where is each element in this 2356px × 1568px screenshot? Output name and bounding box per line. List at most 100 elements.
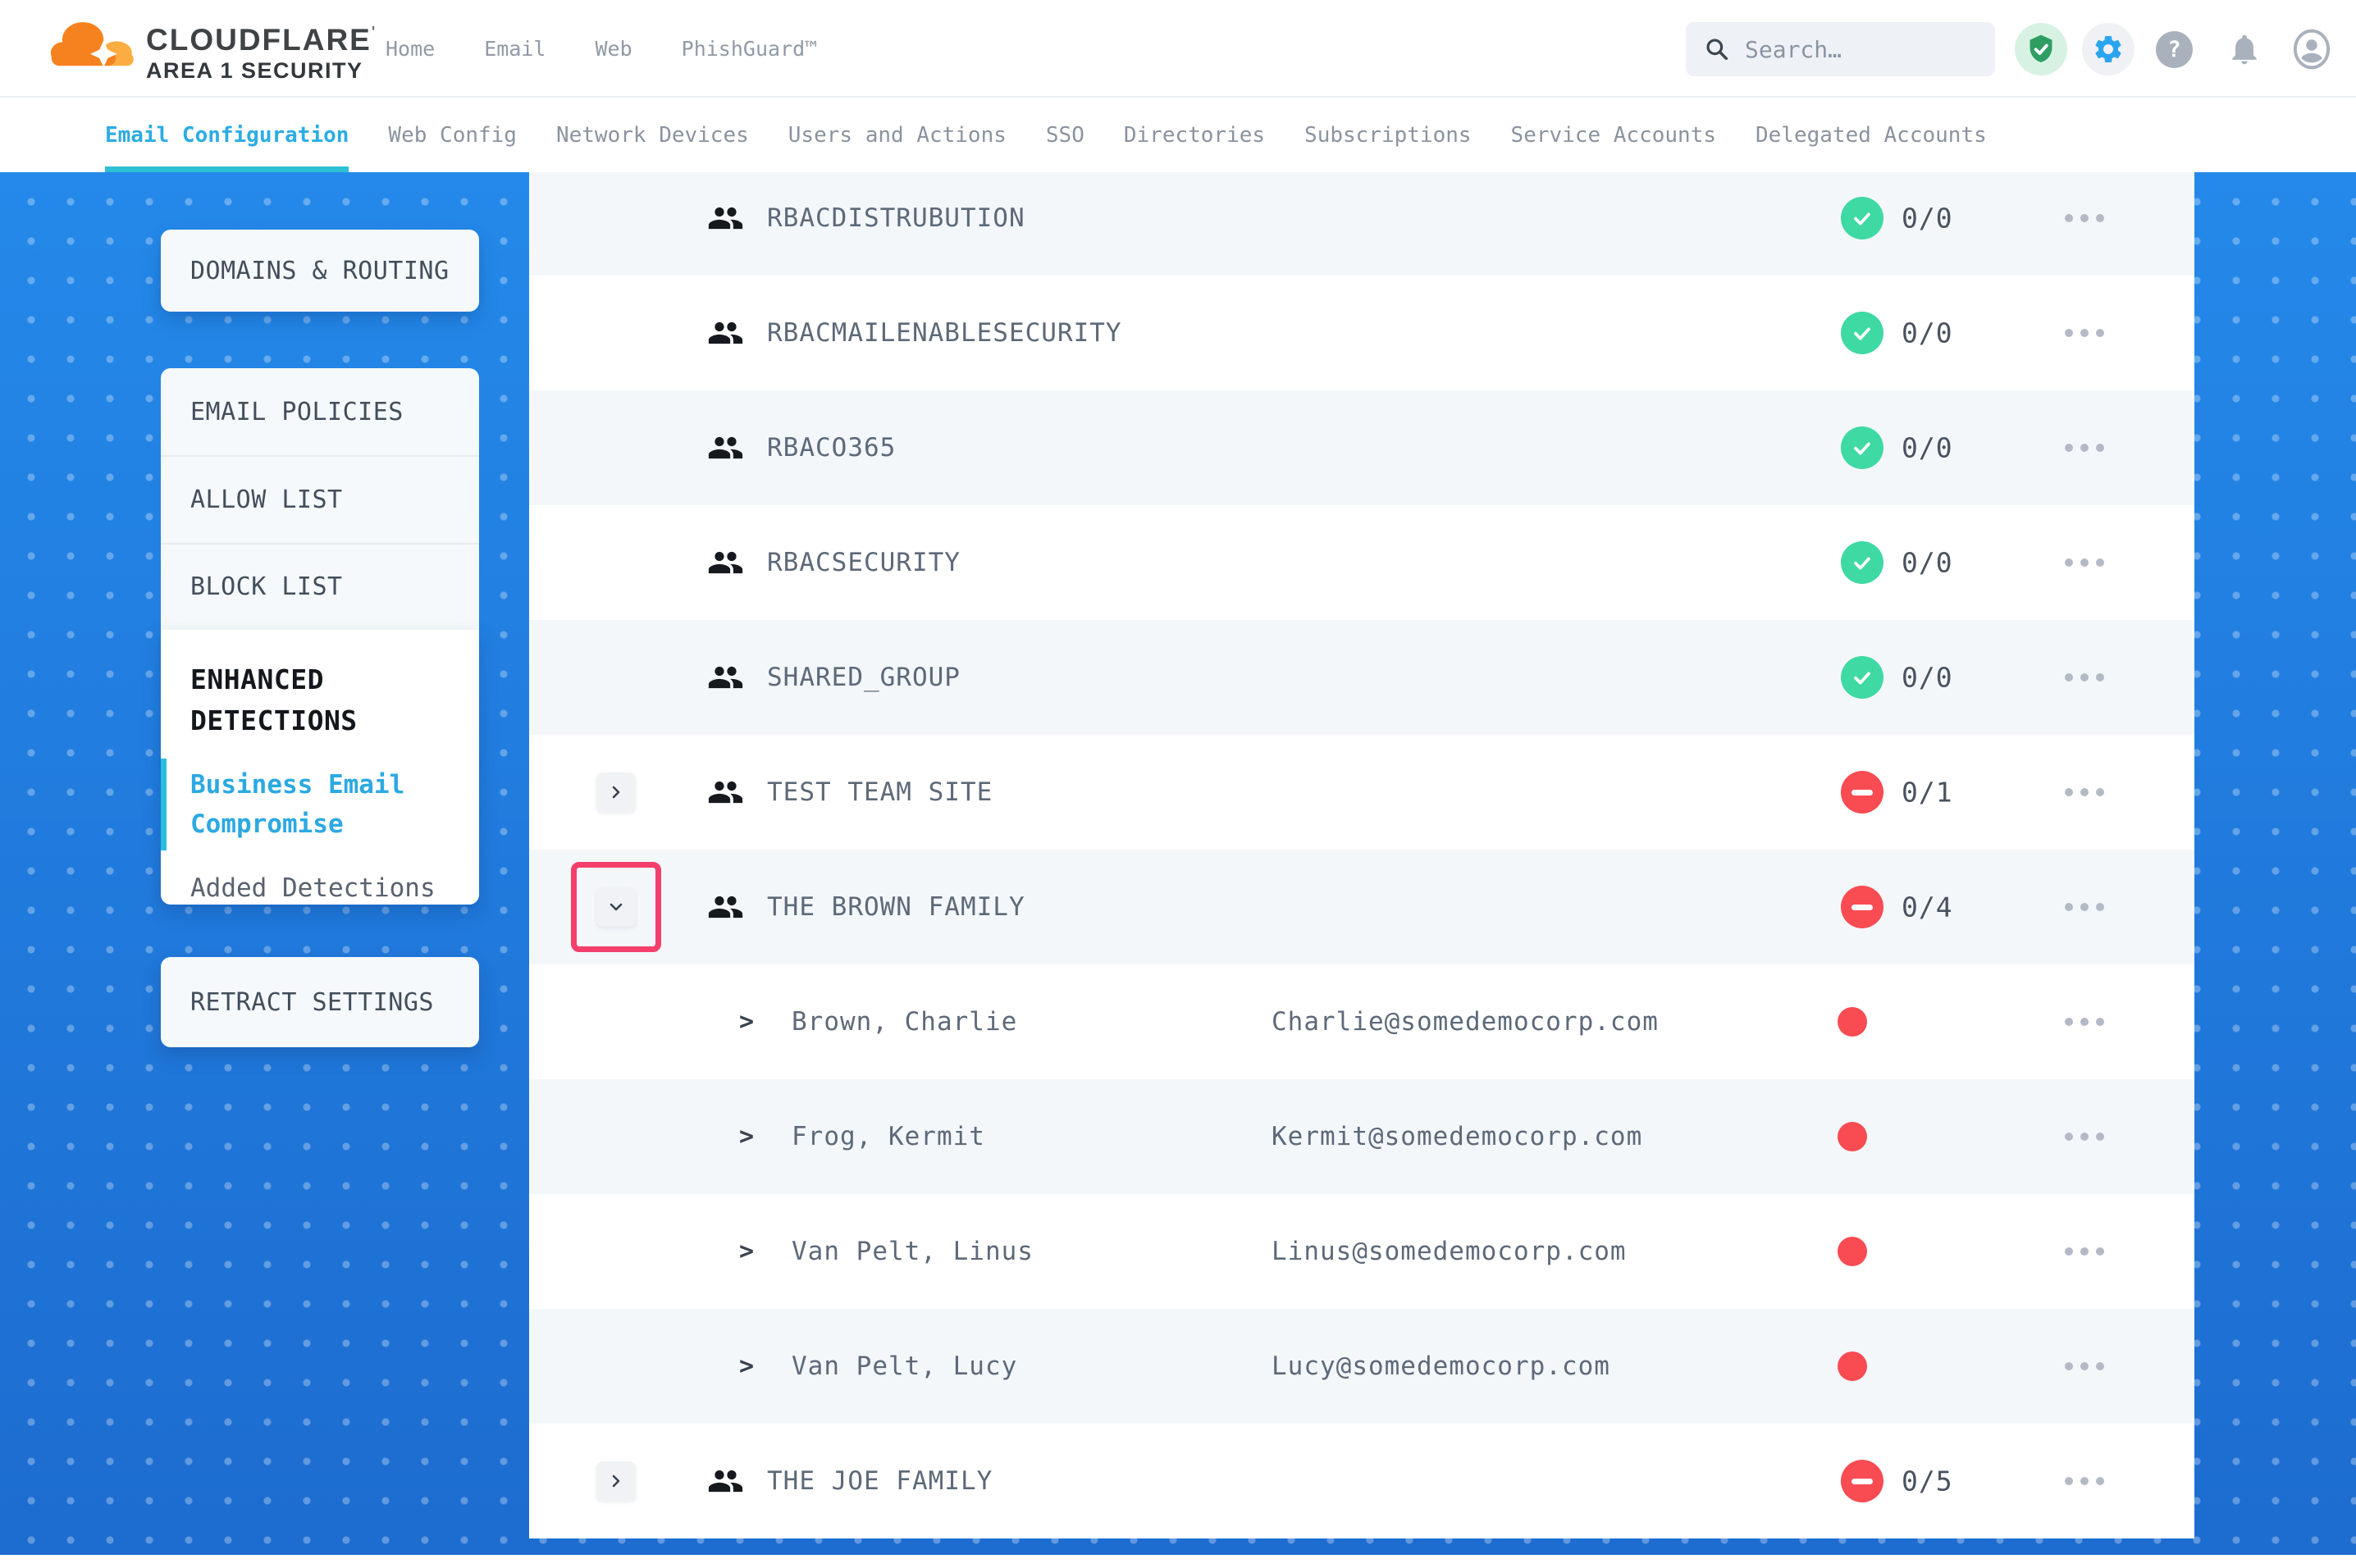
row-actions-menu[interactable] [2065,444,2104,452]
expand-toggle-button[interactable] [596,773,636,812]
table-row[interactable]: > Van Pelt, Linus Linus@somedemocorp.com [529,1194,2194,1309]
logo-trademark: ' [371,24,377,40]
row-name[interactable]: THE BROWN FAMILY [767,892,1025,922]
groups-table-rows: RBACDISTRUBUTION 0/0 RBACMAILENABLESECUR… [529,172,2194,1538]
top-nav-item[interactable]: Email [484,37,546,61]
sidebar-item-domains-routing[interactable]: DOMAINS & ROUTING [190,256,450,285]
help-icon[interactable]: ? [2156,31,2193,68]
notifications-bell-icon[interactable] [2220,25,2269,74]
table-row[interactable]: SHARED_GROUP 0/0 [529,620,2194,735]
status-badge [1841,656,1883,699]
row-name[interactable]: Frog, Kermit [792,1122,985,1151]
group-icon [708,1470,743,1493]
tab-users-and-actions[interactable]: Users and Actions [788,122,1007,148]
group-icon [708,896,743,918]
enhanced-detections-links: Business Email Compromise Added Detection… [161,758,450,908]
top-nav-item[interactable]: Web [595,37,632,61]
row-name[interactable]: RBACO365 [767,433,897,463]
row-actions-menu[interactable] [2065,788,2104,796]
table-row[interactable]: RBACO365 0/0 [529,390,2194,505]
tab-directories[interactable]: Directories [1123,122,1266,148]
status-dot [1838,1007,1867,1037]
check-icon [1854,327,1870,340]
sidebar-card-policies: EMAIL POLICIES ALLOW LIST BLOCK LIST [161,368,479,630]
row-actions-menu[interactable] [2065,1477,2104,1485]
status-count: 0/4 [1902,891,1953,923]
table-row[interactable]: > Frog, Kermit Kermit@somedemocorp.com [529,1079,2194,1194]
table-row[interactable]: RBACMAILENABLESECURITY 0/0 [529,276,2194,390]
table-row[interactable]: THE BROWN FAMILY 0/4 [529,850,2194,964]
status-badge [1841,886,1883,928]
expand-toggle-button[interactable] [596,1461,636,1501]
row-actions-menu[interactable] [2065,558,2104,567]
table-row[interactable]: THE JOE FAMILY 0/5 [529,1424,2194,1538]
row-actions-menu[interactable] [2065,1018,2104,1026]
sidebar-link-business-email-compromise[interactable]: Business Email Compromise [161,758,436,851]
sidebar-card-domains-routing[interactable]: DOMAINS & ROUTING [161,230,479,312]
row-name[interactable]: Brown, Charlie [792,1007,1018,1037]
check-icon [1854,442,1870,455]
row-name[interactable]: Van Pelt, Lucy [792,1351,1018,1381]
row-actions-menu[interactable] [2065,1133,2104,1141]
row-actions-menu[interactable] [2065,329,2104,337]
member-chevron-icon[interactable]: > [739,1351,755,1381]
status-dot [1838,1122,1867,1151]
row-name[interactable]: RBACSECURITY [767,548,961,577]
row-name[interactable]: RBACMAILENABLESECURITY [767,318,1122,348]
search-input[interactable] [1745,35,1977,63]
tab-delegated-accounts[interactable]: Delegated Accounts [1756,122,1987,148]
table-row[interactable]: > Brown, Charlie Charlie@somedemocorp.co… [529,964,2194,1079]
member-chevron-icon[interactable]: > [739,1237,755,1266]
row-actions-menu[interactable] [2065,903,2104,911]
sidebar-item-allow-list[interactable]: ALLOW LIST [161,455,479,542]
table-row[interactable]: > Van Pelt, Lucy Lucy@somedemocorp.com [529,1309,2194,1424]
status-dot [1838,1351,1867,1381]
row-name[interactable]: SHARED_GROUP [767,663,961,692]
minus-icon [1851,789,1873,795]
row-name[interactable]: Van Pelt, Linus [792,1237,1034,1266]
group-icon [708,321,743,344]
table-row[interactable]: RBACSECURITY 0/0 [529,505,2194,620]
row-actions-menu[interactable] [2065,214,2104,222]
expand-toggle-button[interactable] [596,887,636,927]
row-name[interactable]: RBACDISTRUBUTION [767,203,1025,233]
row-name[interactable]: THE JOE FAMILY [767,1466,993,1496]
table-row[interactable]: RBACDISTRUBUTION 0/0 [529,172,2194,276]
config-tab-bar: Email Configuration Web Config Network Dev… [0,98,2356,172]
sidebar-link-added-detections[interactable]: Added Detections [190,873,436,904]
user-account-icon[interactable] [2287,25,2336,74]
tab-subscriptions[interactable]: Subscriptions [1304,122,1472,148]
settings-gear-icon[interactable] [2082,23,2135,75]
status-count: 0/1 [1902,776,1953,809]
enhanced-detections-title: ENHANCED DETECTIONS [190,663,358,736]
sidebar-item-email-policies[interactable]: EMAIL POLICIES [190,397,404,426]
tab-service-accounts[interactable]: Service Accounts [1510,122,1716,148]
sidebar-item-block-list[interactable]: BLOCK LIST [161,542,479,630]
tab-web-config[interactable]: Web Config [388,122,517,148]
search-box[interactable] [1686,22,1995,76]
status-count: 0/0 [1902,546,1953,579]
chevron-icon [610,903,623,911]
chevron-icon [612,1475,620,1488]
expand-toggle-highlight-box [571,862,661,952]
cloudflare-logo[interactable]: CLOUDFLARE' AREA 1 SECURITY [49,10,377,84]
row-actions-menu[interactable] [2065,1247,2104,1256]
row-name[interactable]: TEST TEAM SITE [767,777,993,807]
member-chevron-icon[interactable]: > [739,1122,755,1151]
sidebar-item-retract-settings[interactable]: RETRACT SETTINGS [190,987,434,1017]
check-icon [1854,212,1870,226]
status-count: 0/5 [1902,1465,1953,1497]
security-shield-icon[interactable] [2015,23,2067,75]
tab-sso[interactable]: SSO [1045,122,1084,148]
tab-email-configuration[interactable]: Email Configuration [105,98,349,172]
group-icon [708,551,743,574]
sidebar-card-retract-settings[interactable]: RETRACT SETTINGS [161,957,479,1047]
table-row[interactable]: TEST TEAM SITE 0/1 [529,735,2194,850]
top-nav-item[interactable]: PhishGuard™ [681,37,818,61]
row-actions-menu[interactable] [2065,1362,2104,1370]
row-actions-menu[interactable] [2065,673,2104,681]
top-nav-item[interactable]: Home [386,37,436,61]
row-email: Kermit@somedemocorp.com [1272,1122,1643,1151]
tab-network-devices[interactable]: Network Devices [555,122,749,148]
member-chevron-icon[interactable]: > [739,1007,755,1037]
